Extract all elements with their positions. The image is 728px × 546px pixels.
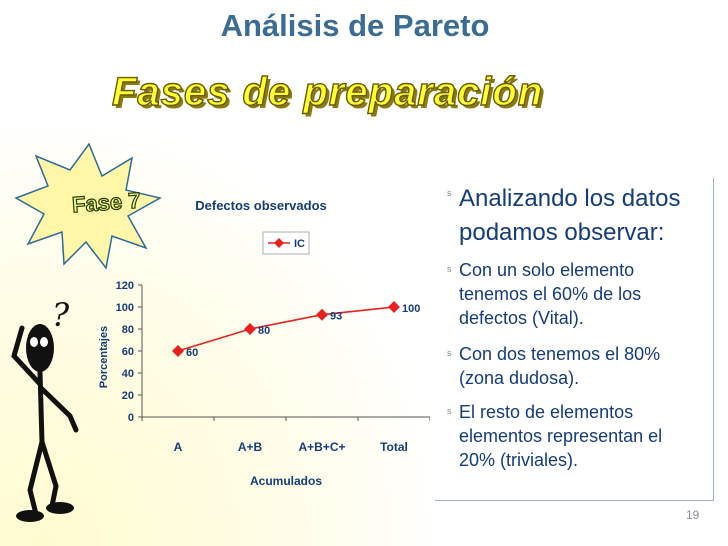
slide-title: Análisis de Pareto: [220, 8, 490, 43]
data-label: 100: [402, 303, 420, 315]
y-tick-label: 80: [122, 324, 134, 336]
data-point-marker: [172, 345, 184, 357]
bullet-item: s Analizando los datos podamos observar:: [435, 182, 689, 250]
x-tick-label: Total: [380, 440, 408, 454]
data-point-marker: [316, 308, 328, 321]
data-label: 80: [258, 325, 270, 337]
bullet-text: Con un solo elemento tenemos el 60% de l…: [459, 260, 642, 328]
starburst-shape: [14, 142, 163, 270]
series-ic: 60 80 93 100: [172, 301, 420, 359]
y-tick-label: 20: [122, 390, 134, 402]
bullet-item: s El resto de elementos elementos repres…: [435, 400, 695, 472]
y-axis-ticks: 0 20 40 60 80 100 120: [116, 280, 142, 424]
data-label: 93: [330, 311, 342, 323]
legend-marker-icon: [274, 238, 284, 248]
y-tick-label: 120: [116, 280, 134, 292]
data-point-marker: [244, 323, 256, 335]
series-line: [177, 306, 395, 352]
thinking-figure-illustration: ?: [11, 296, 79, 522]
x-tick-label: A+B: [238, 440, 263, 454]
bullet-text: Con dos tenemos el 80% (zona dudosa).: [459, 344, 661, 388]
data-label: 60: [186, 347, 198, 359]
bullet-item: s Con dos tenemos el 80% (zona dudosa).: [435, 342, 695, 390]
y-tick-label: 100: [116, 302, 134, 314]
bullet-item: s Con un solo elemento tenemos el 60% de…: [435, 258, 695, 330]
bullet-marker-icon: s: [447, 188, 452, 198]
bullet-text: El resto de elementos elementos represen…: [459, 402, 663, 470]
bullet-text: Analizando los datos podamos observar:: [459, 185, 681, 246]
x-tick-label: A+B+C+: [298, 440, 345, 454]
x-axis-ticks: A A+B A+B+C+ Total: [141, 417, 430, 454]
svg-text:?: ?: [52, 296, 70, 334]
notes-panel: s Analizando los datos podamos observar:…: [435, 178, 714, 501]
bullet-marker-icon: s: [447, 264, 452, 274]
y-tick-label: 40: [122, 368, 134, 380]
pareto-chart: Defectos observados IC 0 20 40 60 80 100 120 A…: [98, 198, 430, 488]
bullet-marker-icon: s: [447, 348, 452, 358]
page-number: 19: [686, 508, 700, 522]
y-axis-label: Porcentajes: [98, 326, 110, 388]
y-tick-label: 60: [122, 346, 134, 358]
x-axis-label: Acumulados: [250, 474, 322, 488]
bullet-marker-icon: s: [447, 406, 452, 416]
chart-legend: IC: [262, 231, 310, 255]
x-tick-label: A: [174, 440, 183, 454]
legend-label: IC: [294, 238, 305, 250]
data-point-marker: [388, 301, 400, 313]
y-tick-label: 0: [128, 412, 134, 424]
chart-title: Defectos observados: [195, 198, 327, 213]
slide-subtitle: Fases de preparación: [111, 69, 544, 114]
